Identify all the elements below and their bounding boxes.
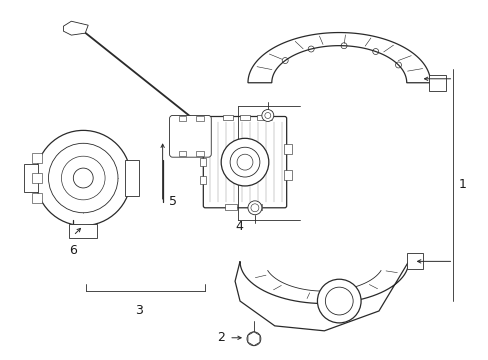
Bar bbox=[256, 114, 266, 121]
Circle shape bbox=[262, 109, 273, 121]
Bar bbox=[69, 224, 97, 238]
Text: 5: 5 bbox=[168, 195, 176, 208]
Circle shape bbox=[317, 279, 360, 323]
Text: 4: 4 bbox=[235, 220, 243, 233]
Bar bbox=[223, 114, 233, 121]
Bar bbox=[24, 164, 38, 192]
Polygon shape bbox=[247, 32, 429, 83]
Circle shape bbox=[247, 201, 262, 215]
FancyBboxPatch shape bbox=[203, 117, 286, 208]
Polygon shape bbox=[235, 261, 408, 331]
Text: 3: 3 bbox=[135, 304, 142, 317]
Circle shape bbox=[230, 147, 259, 177]
Bar bbox=[283, 170, 291, 180]
Polygon shape bbox=[247, 332, 260, 346]
Bar bbox=[32, 193, 41, 203]
Bar bbox=[178, 117, 186, 121]
Polygon shape bbox=[63, 21, 88, 35]
Bar bbox=[406, 253, 422, 269]
Text: 1: 1 bbox=[457, 179, 465, 192]
Bar bbox=[283, 144, 291, 154]
Circle shape bbox=[249, 335, 257, 343]
Circle shape bbox=[73, 168, 93, 188]
Circle shape bbox=[221, 138, 268, 186]
Bar bbox=[200, 176, 206, 184]
Circle shape bbox=[48, 143, 118, 213]
Circle shape bbox=[61, 156, 105, 200]
Bar bbox=[178, 151, 186, 156]
Bar bbox=[427, 75, 446, 91]
Bar bbox=[124, 160, 139, 196]
Text: 2: 2 bbox=[217, 331, 224, 344]
Bar bbox=[224, 204, 237, 210]
Circle shape bbox=[264, 113, 270, 118]
Circle shape bbox=[237, 154, 252, 170]
Circle shape bbox=[246, 332, 260, 346]
Bar bbox=[240, 114, 249, 121]
Text: 6: 6 bbox=[69, 243, 77, 257]
FancyBboxPatch shape bbox=[169, 116, 211, 157]
Bar bbox=[249, 204, 262, 210]
Bar bbox=[200, 140, 206, 148]
Circle shape bbox=[250, 204, 258, 212]
Bar bbox=[196, 117, 204, 121]
Bar bbox=[32, 153, 41, 163]
Bar bbox=[200, 158, 206, 166]
Circle shape bbox=[325, 287, 352, 315]
Bar bbox=[196, 151, 204, 156]
Bar bbox=[32, 173, 41, 183]
Circle shape bbox=[36, 130, 131, 226]
